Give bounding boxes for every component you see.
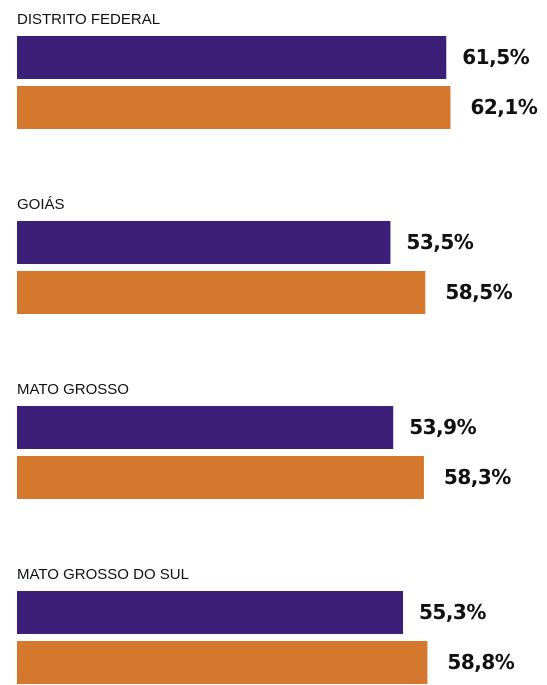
bar [17,591,403,634]
bar [17,456,424,499]
bar [17,36,447,79]
category-label: MATO GROSSO [17,381,129,398]
value-label: 61,5% [462,45,529,69]
bar [17,221,391,264]
category-label: MATO GROSSO DO SUL [17,566,189,583]
value-label: 53,5% [406,230,473,254]
value-label: 55,3% [419,600,486,624]
bar [17,406,394,449]
value-label: 53,9% [409,415,476,439]
bar [17,641,428,684]
value-label: 58,5% [445,280,512,304]
bar [17,86,451,129]
value-label: 62,1% [470,95,537,119]
category-label: DISTRITO FEDERAL [17,11,160,28]
value-label: 58,3% [444,465,511,489]
category-label: GOIÁS [17,196,65,213]
bar [17,271,426,314]
value-label: 58,8% [447,650,514,674]
